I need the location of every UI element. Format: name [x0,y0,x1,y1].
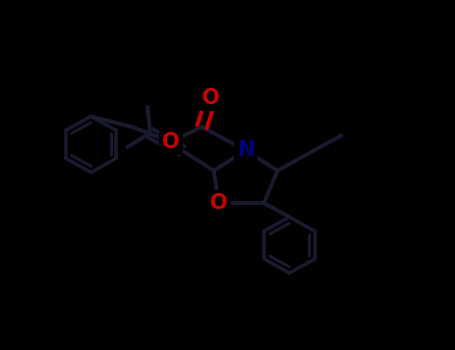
Text: O: O [202,88,220,108]
Text: O: O [210,193,227,213]
Text: O: O [162,132,180,152]
Text: N: N [237,140,254,161]
